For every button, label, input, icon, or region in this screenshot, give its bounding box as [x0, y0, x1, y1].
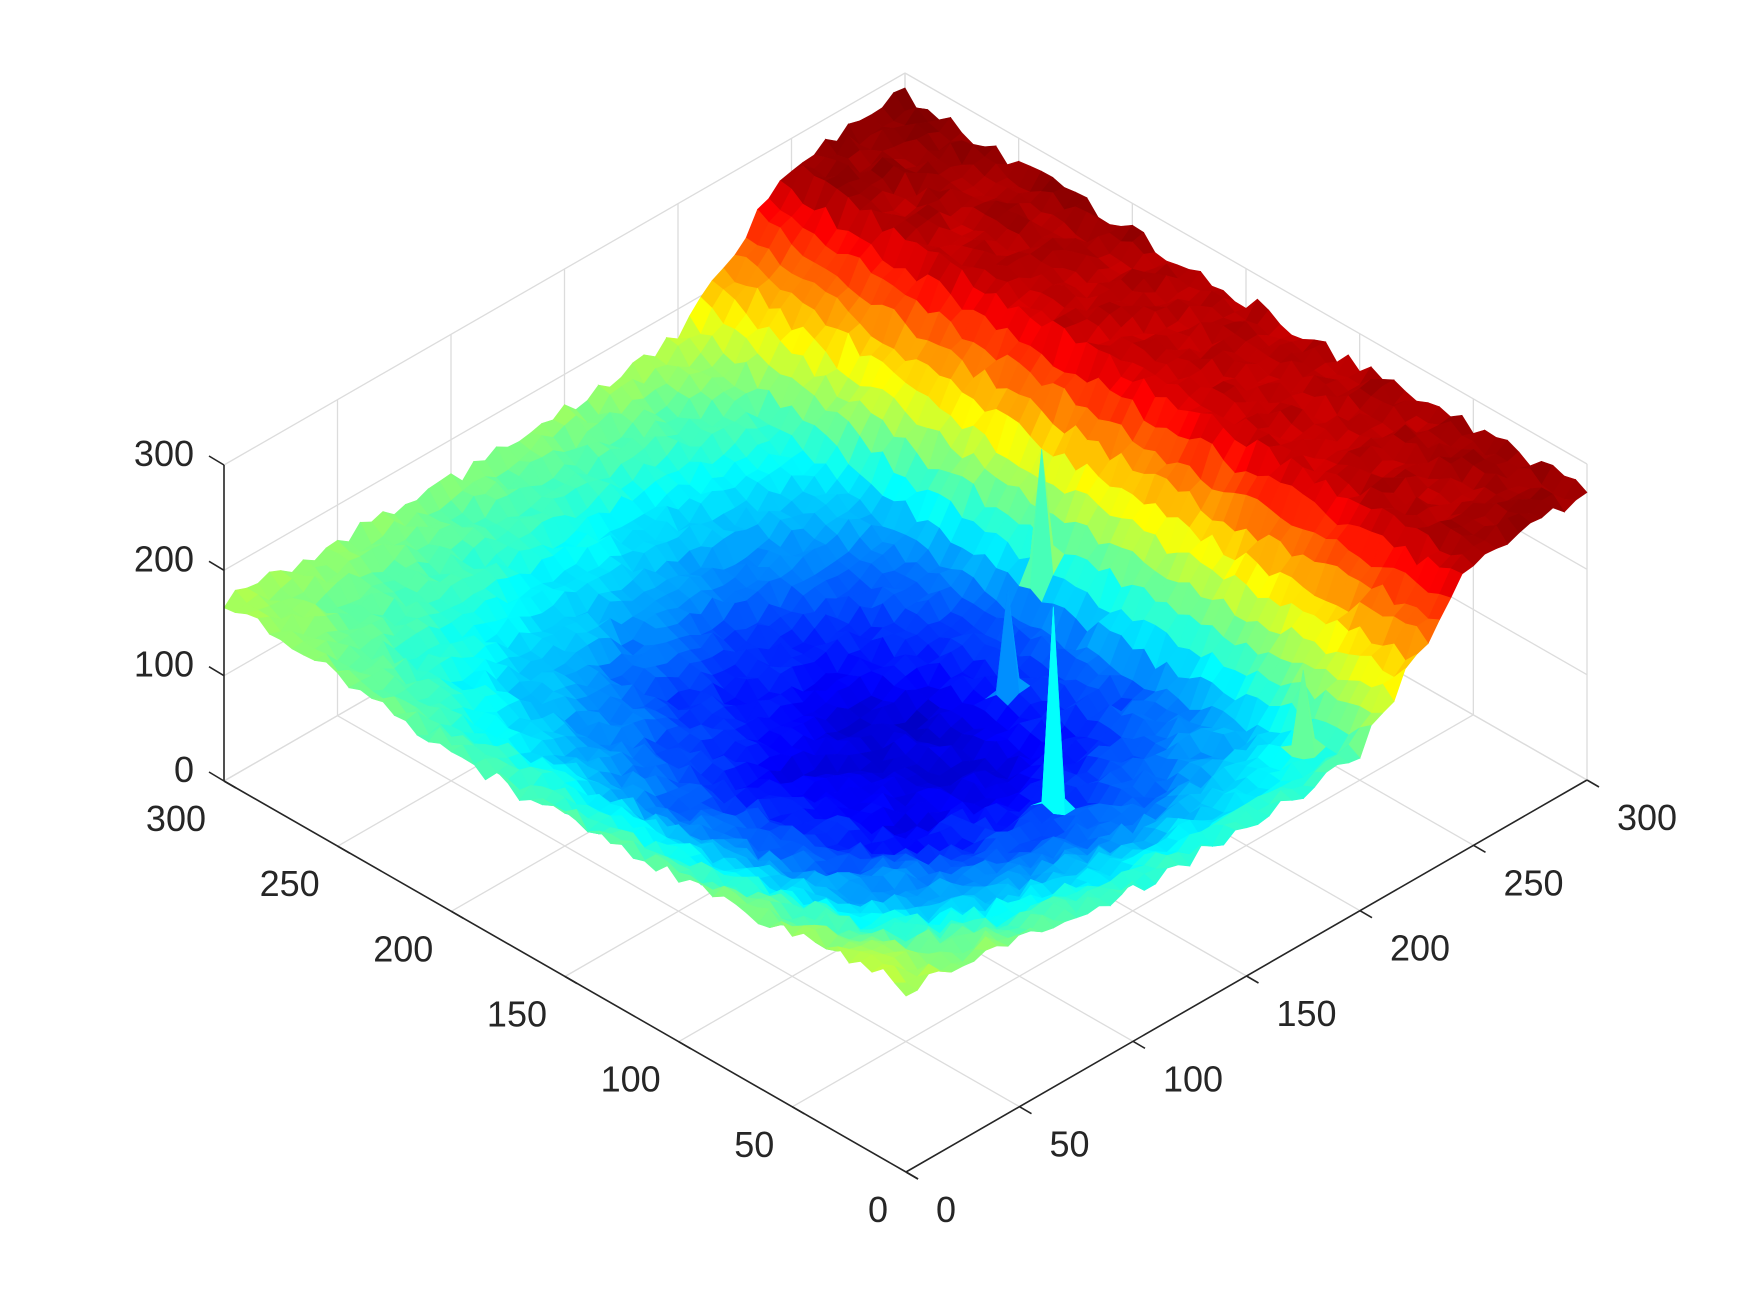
y-tick — [905, 1171, 919, 1180]
z-tick-label: 300 — [134, 433, 194, 474]
y-tick-label: 150 — [1277, 993, 1337, 1034]
x-tick-label: 100 — [601, 1059, 661, 1100]
y-tick — [1473, 844, 1486, 854]
y-tick — [1359, 909, 1373, 919]
z-tick — [208, 771, 225, 782]
x-tick — [223, 780, 237, 789]
y-tick-label: 0 — [936, 1189, 956, 1230]
y-tick — [1019, 1105, 1032, 1115]
y-tick-label: 250 — [1504, 862, 1564, 903]
wall-gridline — [904, 72, 1588, 465]
x-tick-label: 50 — [734, 1124, 774, 1165]
z-tick-label: 200 — [134, 538, 194, 579]
x-tick-label: 0 — [868, 1189, 888, 1230]
surface-mesh — [223, 87, 1588, 997]
z-tick-label: 0 — [174, 749, 194, 790]
x-tick — [564, 975, 578, 985]
z-tick — [208, 455, 225, 466]
y-tick-label: 50 — [1050, 1124, 1090, 1165]
y-tick — [1586, 779, 1600, 788]
x-tick — [337, 845, 351, 854]
x-tick-label: 300 — [146, 798, 206, 839]
z-tick-label: 100 — [134, 644, 194, 685]
y-tick-label: 200 — [1390, 928, 1450, 969]
x-tick-label: 200 — [373, 928, 433, 969]
y-tick-label: 100 — [1163, 1058, 1223, 1099]
z-tick — [208, 665, 225, 677]
y-tick — [1132, 1040, 1146, 1050]
x-tick — [678, 1040, 692, 1050]
y-tick-label: 300 — [1617, 797, 1677, 838]
axes — [208, 455, 1600, 1180]
z-tick — [208, 560, 225, 572]
x-tick — [450, 910, 464, 920]
y-tick — [1246, 975, 1259, 984]
surface-patch — [893, 982, 918, 997]
x-tick — [791, 1106, 805, 1115]
tick-labels: 0 50 100 150 200 250 300 0 50 100 150 200 250 300 0 100… — [134, 433, 1677, 1230]
wall-gridline — [223, 72, 906, 466]
x-tick-label: 250 — [260, 863, 320, 904]
x-tick-label: 150 — [487, 994, 547, 1035]
